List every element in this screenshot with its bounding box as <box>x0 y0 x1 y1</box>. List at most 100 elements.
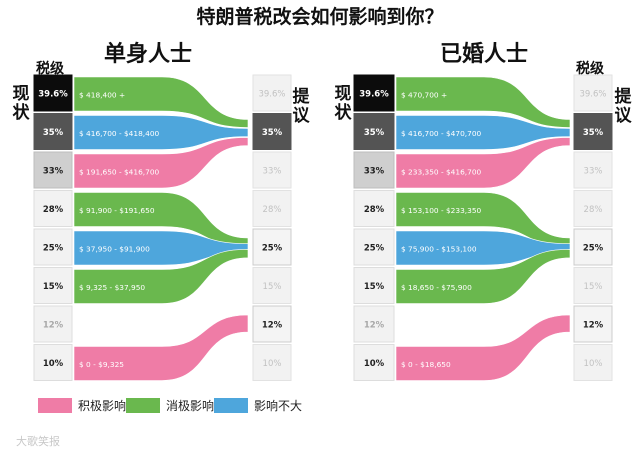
current-bracket-married-4 <box>353 228 395 266</box>
proposed-bracket-married-5 <box>573 267 613 304</box>
current-rate-married-7: 10% <box>364 359 385 369</box>
legend-neutral: 影响不大 <box>214 397 302 414</box>
band-range-label-married-0: $ 470,700 + <box>401 91 447 100</box>
bracket-header-single: 税级 <box>36 61 64 77</box>
band-range-label-married-5: $ 18,650 - $75,900 <box>401 283 472 292</box>
bracket-header-married: 税级 <box>576 61 604 77</box>
legend-neutral-label: 影响不大 <box>254 399 303 413</box>
watermark: 大歌笑报 <box>16 435 60 448</box>
flow-band-single-1 <box>73 115 249 150</box>
proposed-rate-single-6: 12% <box>262 321 283 331</box>
panel-title-single: 单身人士 <box>104 42 193 67</box>
proposed-bracket-single-7 <box>252 344 292 381</box>
proposed-bracket-single-0 <box>252 74 292 112</box>
legend-negative-label: 消极影响 <box>166 399 215 413</box>
proposed-bracket-married-1 <box>573 113 613 150</box>
flow-band-married-5 <box>395 249 571 304</box>
current-bracket-married-1 <box>353 113 395 150</box>
band-range-label-single-5: $ 9,325 - $37,950 <box>79 283 145 292</box>
current-bracket-single-0 <box>33 74 73 112</box>
proposed-rate-married-6: 12% <box>583 321 604 331</box>
current-rate-married-2: 33% <box>364 167 385 177</box>
legend-positive: 积极影响 <box>38 397 126 414</box>
band-range-label-married-3: $ 153,100 - $233,350 <box>401 206 482 215</box>
panel-title-married: 已婚人士 <box>440 42 529 67</box>
current-rate-married-0: 39.6% <box>359 90 389 100</box>
current-rate-single-6: 12% <box>43 321 64 331</box>
proposed-bracket-single-3 <box>252 190 292 227</box>
current-rate-single-0: 39.6% <box>38 90 68 100</box>
proposed-bracket-single-6 <box>252 305 292 343</box>
current-bracket-single-6 <box>33 305 73 343</box>
proposed-rate-single-7: 10% <box>263 359 282 369</box>
current-rate-single-1: 35% <box>43 128 64 138</box>
flow-band-single-6 <box>73 314 249 381</box>
proposed-rate-married-1: 35% <box>583 128 604 138</box>
current-bracket-married-2 <box>353 151 395 189</box>
proposed-bracket-married-6 <box>573 305 613 343</box>
proposal-label-single: 提议 <box>292 87 310 126</box>
proposed-bracket-single-4 <box>252 228 292 266</box>
current-rate-married-3: 28% <box>364 205 385 215</box>
current-bracket-married-3 <box>353 190 395 227</box>
legend-positive-label: 积极影响 <box>78 399 127 413</box>
proposed-bracket-single-1 <box>252 113 292 150</box>
flow-band-married-0 <box>395 76 571 128</box>
current-bracket-single-3 <box>33 190 73 227</box>
proposal-label-married: 提议 <box>614 87 632 126</box>
legend-negative-swatch <box>126 398 160 413</box>
proposed-rate-married-0: 39.6% <box>579 90 606 100</box>
band-range-label-single-2: $ 191,650 - $416,700 <box>79 168 160 177</box>
flow-band-single-3 <box>73 192 249 247</box>
band-range-label-married-4: $ 75,900 - $153,100 <box>401 245 477 254</box>
band-range-label-single-6: $ 0 - $9,325 <box>79 360 124 369</box>
band-range-label-married-6: $ 0 - $18,650 <box>401 360 451 369</box>
proposed-rate-married-2: 33% <box>584 167 603 177</box>
proposed-rate-single-1: 35% <box>262 128 283 138</box>
proposed-rate-married-7: 10% <box>584 359 603 369</box>
band-range-label-single-0: $ 418,400 + <box>79 91 125 100</box>
proposed-bracket-married-3 <box>573 190 613 227</box>
current-bracket-married-7 <box>353 344 395 381</box>
current-label-married: 现状 <box>334 84 352 123</box>
current-bracket-single-4 <box>33 228 73 266</box>
proposed-rate-single-2: 33% <box>263 167 282 177</box>
current-bracket-married-6 <box>353 305 395 343</box>
flow-band-married-6 <box>395 314 571 381</box>
band-range-label-single-1: $ 416,700 - $418,400 <box>79 129 160 138</box>
current-rate-single-7: 10% <box>43 359 64 369</box>
flow-band-single-5 <box>73 249 249 304</box>
flow-band-married-1 <box>395 115 571 150</box>
current-label-single: 现状 <box>12 84 30 123</box>
current-bracket-single-1 <box>33 113 73 150</box>
current-rate-single-5: 15% <box>43 282 64 292</box>
proposed-bracket-single-2 <box>252 151 292 189</box>
current-rate-married-5: 15% <box>364 282 385 292</box>
proposed-bracket-married-2 <box>573 151 613 189</box>
proposed-bracket-married-7 <box>573 344 613 381</box>
proposed-rate-single-0: 39.6% <box>258 90 285 100</box>
proposed-bracket-married-4 <box>573 228 613 266</box>
current-rate-married-4: 25% <box>364 244 385 254</box>
current-rate-married-6: 12% <box>364 321 385 331</box>
legend-negative: 消极影响 <box>126 397 214 414</box>
chart-title: 特朗普税改会如何影响到你？ <box>196 6 444 28</box>
current-rate-married-1: 35% <box>364 128 385 138</box>
proposed-rate-single-5: 15% <box>263 282 282 292</box>
proposed-rate-married-5: 15% <box>584 282 603 292</box>
current-bracket-married-5 <box>353 267 395 304</box>
band-range-label-married-2: $ 233,350 - $416,700 <box>401 168 482 177</box>
flow-band-single-2 <box>73 137 249 189</box>
flow-band-married-3 <box>395 192 571 247</box>
proposed-rate-single-3: 28% <box>263 205 282 215</box>
current-bracket-single-5 <box>33 267 73 304</box>
current-rate-single-2: 33% <box>43 167 64 177</box>
current-bracket-married-0 <box>353 74 395 112</box>
proposed-rate-married-4: 25% <box>583 244 604 254</box>
band-range-label-single-3: $ 91,900 - $191,650 <box>79 206 155 215</box>
proposed-rate-married-3: 28% <box>584 205 603 215</box>
current-rate-single-4: 25% <box>43 244 64 254</box>
flow-band-single-0 <box>73 76 249 128</box>
legend-neutral-swatch <box>214 398 248 413</box>
